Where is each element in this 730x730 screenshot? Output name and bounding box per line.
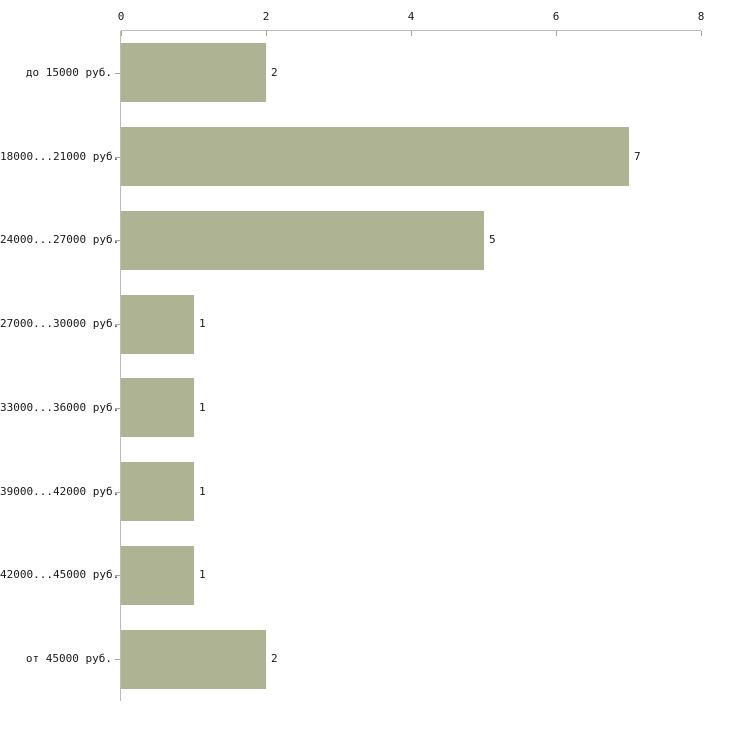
bar bbox=[121, 630, 266, 689]
bar bbox=[121, 211, 484, 270]
y-tick-mark bbox=[115, 73, 120, 74]
y-tick-mark bbox=[115, 157, 120, 158]
y-tick-mark bbox=[115, 575, 120, 576]
y-tick-label: 24000...27000 руб. bbox=[0, 233, 120, 246]
bar-value-label: 7 bbox=[634, 150, 641, 163]
x-axis-line bbox=[121, 30, 701, 31]
y-tick-label: от 45000 руб. bbox=[25, 652, 112, 665]
x-tick-label: 4 bbox=[407, 10, 415, 23]
y-tick-label: 18000...21000 руб. bbox=[0, 150, 120, 163]
bar-value-label: 5 bbox=[489, 233, 496, 246]
y-tick-mark bbox=[115, 492, 120, 493]
bar-value-label: 2 bbox=[271, 652, 278, 665]
bar-value-label: 2 bbox=[271, 66, 278, 79]
x-tick-label: 0 bbox=[117, 10, 125, 23]
x-tick-label: 2 bbox=[262, 10, 270, 23]
y-axis-line bbox=[120, 31, 121, 701]
x-tick-mark bbox=[556, 31, 557, 36]
bar bbox=[121, 378, 194, 437]
y-tick-label: 33000...36000 руб. bbox=[0, 401, 120, 414]
x-tick-mark bbox=[701, 31, 702, 36]
y-tick-label: 39000...42000 руб. bbox=[0, 485, 120, 498]
bar bbox=[121, 295, 194, 354]
bar-value-label: 1 bbox=[199, 485, 206, 498]
bar bbox=[121, 462, 194, 521]
y-tick-label: 42000...45000 руб. bbox=[0, 568, 120, 581]
y-tick-label: до 15000 руб. bbox=[25, 66, 112, 79]
x-tick-mark bbox=[121, 31, 122, 36]
bar-value-label: 1 bbox=[199, 317, 206, 330]
y-tick-mark bbox=[115, 324, 120, 325]
y-tick-mark bbox=[115, 659, 120, 660]
x-tick-mark bbox=[411, 31, 412, 36]
y-tick-mark bbox=[115, 240, 120, 241]
bar bbox=[121, 43, 266, 102]
x-tick-label: 8 bbox=[697, 10, 705, 23]
bar bbox=[121, 546, 194, 605]
y-tick-label: 27000...30000 руб. bbox=[0, 317, 120, 330]
bar-value-label: 1 bbox=[199, 401, 206, 414]
x-tick-mark bbox=[266, 31, 267, 36]
bar bbox=[121, 127, 629, 186]
bar-value-label: 1 bbox=[199, 568, 206, 581]
x-tick-label: 6 bbox=[552, 10, 560, 23]
y-tick-mark bbox=[115, 408, 120, 409]
